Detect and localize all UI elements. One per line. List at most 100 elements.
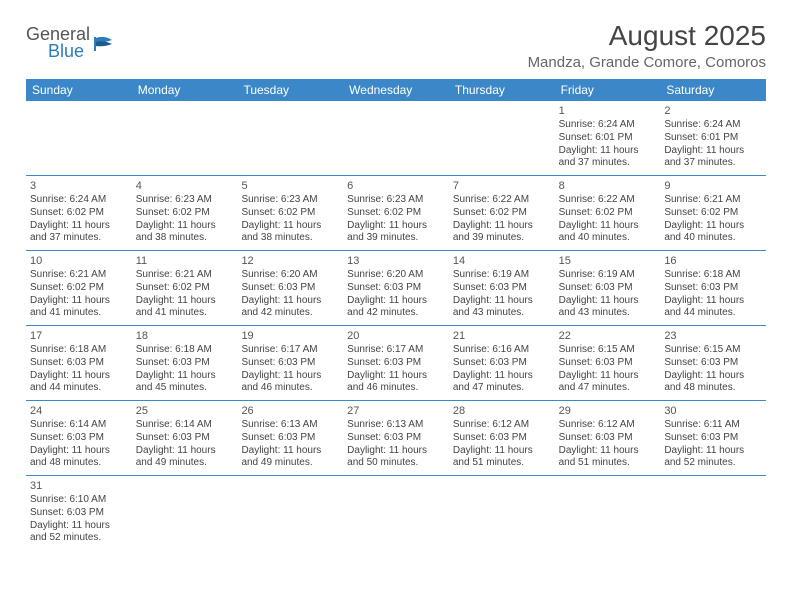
sunset-line: Sunset: 6:03 PM	[453, 432, 551, 445]
calendar-cell: 15Sunrise: 6:19 AMSunset: 6:03 PMDayligh…	[555, 251, 661, 325]
calendar-cell: 31Sunrise: 6:10 AMSunset: 6:03 PMDayligh…	[26, 476, 132, 550]
calendar-cell: 18Sunrise: 6:18 AMSunset: 6:03 PMDayligh…	[132, 326, 238, 400]
sunrise-line: Sunrise: 6:20 AM	[241, 269, 339, 282]
sunset-line: Sunset: 6:03 PM	[347, 432, 445, 445]
day-number: 30	[664, 404, 762, 418]
title-block: August 2025 Mandza, Grande Comore, Comor…	[528, 20, 766, 71]
day-number: 12	[241, 254, 339, 268]
day-number: 28	[453, 404, 551, 418]
sunset-line: Sunset: 6:02 PM	[453, 207, 551, 220]
calendar-cell-empty	[343, 101, 449, 175]
sunset-line: Sunset: 6:02 PM	[30, 207, 128, 220]
day-number: 18	[136, 329, 234, 343]
sunset-line: Sunset: 6:03 PM	[241, 432, 339, 445]
sunset-line: Sunset: 6:02 PM	[347, 207, 445, 220]
sunrise-line: Sunrise: 6:13 AM	[241, 419, 339, 432]
location: Mandza, Grande Comore, Comoros	[528, 54, 766, 71]
sunrise-line: Sunrise: 6:14 AM	[136, 419, 234, 432]
sunrise-line: Sunrise: 6:21 AM	[136, 269, 234, 282]
weekday-sun: Sunday	[26, 79, 132, 101]
calendar-cell: 14Sunrise: 6:19 AMSunset: 6:03 PMDayligh…	[449, 251, 555, 325]
sunrise-line: Sunrise: 6:13 AM	[347, 419, 445, 432]
sunrise-line: Sunrise: 6:11 AM	[664, 419, 762, 432]
calendar-cell: 22Sunrise: 6:15 AMSunset: 6:03 PMDayligh…	[555, 326, 661, 400]
sunrise-line: Sunrise: 6:24 AM	[559, 119, 657, 132]
sunset-line: Sunset: 6:03 PM	[664, 432, 762, 445]
daylight-line: Daylight: 11 hours and 52 minutes.	[664, 445, 762, 471]
daylight-line: Daylight: 11 hours and 47 minutes.	[559, 370, 657, 396]
calendar-cell: 27Sunrise: 6:13 AMSunset: 6:03 PMDayligh…	[343, 401, 449, 475]
sunset-line: Sunset: 6:02 PM	[241, 207, 339, 220]
calendar-cell-empty	[449, 476, 555, 550]
calendar-cell-empty	[26, 101, 132, 175]
calendar-cell: 26Sunrise: 6:13 AMSunset: 6:03 PMDayligh…	[237, 401, 343, 475]
daylight-line: Daylight: 11 hours and 48 minutes.	[664, 370, 762, 396]
sunrise-line: Sunrise: 6:20 AM	[347, 269, 445, 282]
calendar-cell: 5Sunrise: 6:23 AMSunset: 6:02 PMDaylight…	[237, 176, 343, 250]
day-number: 24	[30, 404, 128, 418]
sunset-line: Sunset: 6:03 PM	[30, 357, 128, 370]
day-number: 15	[559, 254, 657, 268]
sunset-line: Sunset: 6:03 PM	[559, 282, 657, 295]
sunset-line: Sunset: 6:03 PM	[136, 357, 234, 370]
month-title: August 2025	[528, 20, 766, 52]
day-number: 23	[664, 329, 762, 343]
daylight-line: Daylight: 11 hours and 43 minutes.	[559, 295, 657, 321]
weekday-thu: Thursday	[449, 79, 555, 101]
calendar-body: 1Sunrise: 6:24 AMSunset: 6:01 PMDaylight…	[26, 101, 766, 550]
day-number: 9	[664, 179, 762, 193]
sunset-line: Sunset: 6:03 PM	[241, 282, 339, 295]
sunrise-line: Sunrise: 6:17 AM	[347, 344, 445, 357]
page: General Blue August 2025 Mandza, Grande …	[0, 0, 792, 570]
sunset-line: Sunset: 6:03 PM	[559, 432, 657, 445]
daylight-line: Daylight: 11 hours and 41 minutes.	[136, 295, 234, 321]
weekday-row: Sunday Monday Tuesday Wednesday Thursday…	[26, 79, 766, 101]
daylight-line: Daylight: 11 hours and 40 minutes.	[559, 220, 657, 246]
daylight-line: Daylight: 11 hours and 37 minutes.	[559, 145, 657, 171]
daylight-line: Daylight: 11 hours and 37 minutes.	[30, 220, 128, 246]
daylight-line: Daylight: 11 hours and 39 minutes.	[453, 220, 551, 246]
calendar-cell-empty	[132, 101, 238, 175]
daylight-line: Daylight: 11 hours and 50 minutes.	[347, 445, 445, 471]
daylight-line: Daylight: 11 hours and 42 minutes.	[347, 295, 445, 321]
calendar-cell-empty	[449, 101, 555, 175]
sunset-line: Sunset: 6:02 PM	[136, 282, 234, 295]
day-number: 26	[241, 404, 339, 418]
sunrise-line: Sunrise: 6:22 AM	[559, 194, 657, 207]
daylight-line: Daylight: 11 hours and 51 minutes.	[559, 445, 657, 471]
calendar-cell: 20Sunrise: 6:17 AMSunset: 6:03 PMDayligh…	[343, 326, 449, 400]
weekday-tue: Tuesday	[237, 79, 343, 101]
sunrise-line: Sunrise: 6:18 AM	[664, 269, 762, 282]
daylight-line: Daylight: 11 hours and 52 minutes.	[30, 520, 128, 546]
day-number: 8	[559, 179, 657, 193]
sunrise-line: Sunrise: 6:12 AM	[559, 419, 657, 432]
daylight-line: Daylight: 11 hours and 49 minutes.	[136, 445, 234, 471]
sunrise-line: Sunrise: 6:24 AM	[664, 119, 762, 132]
sunrise-line: Sunrise: 6:23 AM	[136, 194, 234, 207]
daylight-line: Daylight: 11 hours and 41 minutes.	[30, 295, 128, 321]
day-number: 19	[241, 329, 339, 343]
calendar-cell: 8Sunrise: 6:22 AMSunset: 6:02 PMDaylight…	[555, 176, 661, 250]
calendar-row: 24Sunrise: 6:14 AMSunset: 6:03 PMDayligh…	[26, 401, 766, 476]
calendar-cell: 11Sunrise: 6:21 AMSunset: 6:02 PMDayligh…	[132, 251, 238, 325]
calendar-cell: 13Sunrise: 6:20 AMSunset: 6:03 PMDayligh…	[343, 251, 449, 325]
sunrise-line: Sunrise: 6:21 AM	[30, 269, 128, 282]
daylight-line: Daylight: 11 hours and 46 minutes.	[347, 370, 445, 396]
daylight-line: Daylight: 11 hours and 38 minutes.	[136, 220, 234, 246]
calendar-cell-empty	[343, 476, 449, 550]
day-number: 7	[453, 179, 551, 193]
sunset-line: Sunset: 6:01 PM	[664, 132, 762, 145]
calendar-cell: 19Sunrise: 6:17 AMSunset: 6:03 PMDayligh…	[237, 326, 343, 400]
sunset-line: Sunset: 6:03 PM	[559, 357, 657, 370]
sunrise-line: Sunrise: 6:17 AM	[241, 344, 339, 357]
calendar-cell: 23Sunrise: 6:15 AMSunset: 6:03 PMDayligh…	[660, 326, 766, 400]
weekday-fri: Friday	[555, 79, 661, 101]
sunrise-line: Sunrise: 6:18 AM	[30, 344, 128, 357]
sunset-line: Sunset: 6:03 PM	[347, 282, 445, 295]
sunset-line: Sunset: 6:02 PM	[559, 207, 657, 220]
calendar: Sunday Monday Tuesday Wednesday Thursday…	[26, 79, 766, 550]
sunset-line: Sunset: 6:03 PM	[136, 432, 234, 445]
day-number: 6	[347, 179, 445, 193]
daylight-line: Daylight: 11 hours and 37 minutes.	[664, 145, 762, 171]
sunset-line: Sunset: 6:02 PM	[664, 207, 762, 220]
